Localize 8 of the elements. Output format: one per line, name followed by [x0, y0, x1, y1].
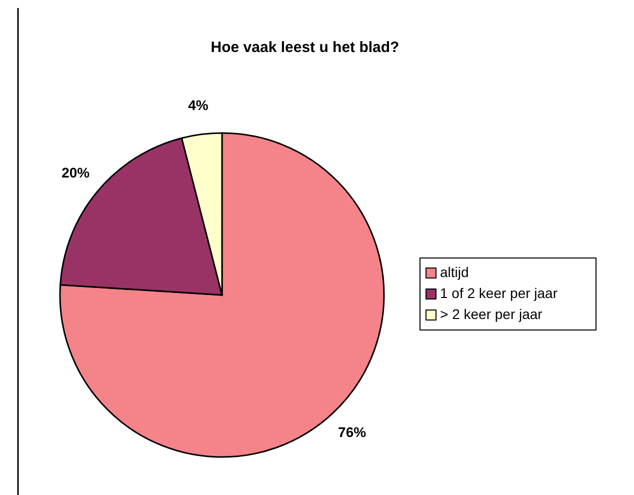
data-label: 76% [338, 424, 367, 440]
legend-label: altijd [440, 264, 469, 280]
data-label: 20% [62, 164, 90, 181]
legend-label: 1 of 2 keer per jaar [440, 285, 558, 301]
pie-slice [60, 132, 385, 458]
legend-label: > 2 keer per jaar [440, 306, 543, 322]
chart-title: Hoe vaak leest u het blad? [210, 39, 400, 56]
data-label: 4% [188, 97, 209, 114]
